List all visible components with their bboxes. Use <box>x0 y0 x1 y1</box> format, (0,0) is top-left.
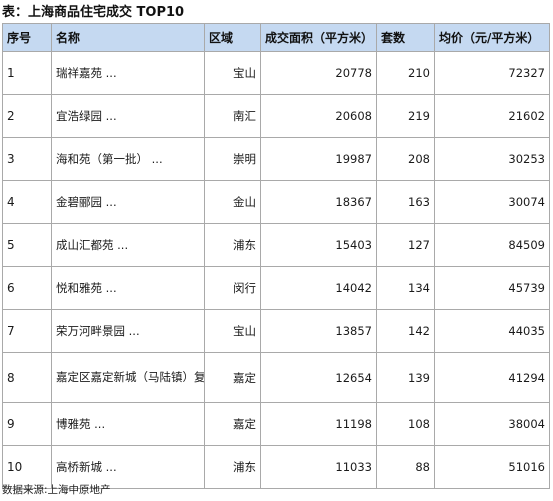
row-units: 163 <box>376 180 435 224</box>
top10-table: 序号 名称 区域 成交面积（平方米） 套数 均价（元/平方米） 1 瑞祥嘉苑 .… <box>2 23 550 489</box>
row-area: 11033 <box>260 445 377 489</box>
row-index: 4 <box>2 180 52 224</box>
table-row: 2 宜浩绿园 ... 南汇 20608 219 21602 <box>2 94 550 138</box>
row-units: 134 <box>376 266 435 310</box>
row-price: 51016 <box>434 445 550 489</box>
table-row: 8 嘉定区嘉定新城（马陆镇）复华园区 06-01 地块 ... 嘉定 12654… <box>2 352 550 403</box>
row-area: 18367 <box>260 180 377 224</box>
header-district: 区域 <box>204 23 261 52</box>
header-area: 成交面积（平方米） <box>260 23 377 52</box>
table-title: 表：上海商品住宅成交 TOP10 <box>2 5 185 20</box>
row-index: 7 <box>2 309 52 353</box>
header-row: 序号 名称 区域 成交面积（平方米） 套数 均价（元/平方米） <box>2 23 550 52</box>
row-index: 1 <box>2 51 52 95</box>
row-price: 84509 <box>434 223 550 267</box>
row-price: 38004 <box>434 402 550 446</box>
row-district: 浦东 <box>204 223 261 267</box>
row-index: 5 <box>2 223 52 267</box>
table-row: 9 博雅苑 ... 嘉定 11198 108 38004 <box>2 402 550 446</box>
row-units: 210 <box>376 51 435 95</box>
row-district: 宝山 <box>204 309 261 353</box>
data-source-note: 数据来源:上海中原地产 <box>2 484 111 496</box>
row-district: 崇明 <box>204 137 261 181</box>
row-area: 20778 <box>260 51 377 95</box>
row-index: 8 <box>2 352 52 403</box>
row-area: 13857 <box>260 309 377 353</box>
row-name: 博雅苑 ... <box>51 402 205 446</box>
row-district: 嘉定 <box>204 352 261 403</box>
row-price: 45739 <box>434 266 550 310</box>
header-index: 序号 <box>2 23 52 52</box>
row-district: 闵行 <box>204 266 261 310</box>
row-index: 10 <box>2 445 52 489</box>
row-area: 12654 <box>260 352 377 403</box>
table-row: 10 高桥新城 ... 浦东 11033 88 51016 <box>2 445 550 489</box>
row-units: 142 <box>376 309 435 353</box>
row-units: 108 <box>376 402 435 446</box>
row-district: 宝山 <box>204 51 261 95</box>
header-price: 均价（元/平方米） <box>434 23 550 52</box>
row-units: 208 <box>376 137 435 181</box>
row-name: 荣万河畔景园 ... <box>51 309 205 353</box>
row-area: 19987 <box>260 137 377 181</box>
row-index: 3 <box>2 137 52 181</box>
row-name: 宜浩绿园 ... <box>51 94 205 138</box>
row-name: 瑞祥嘉苑 ... <box>51 51 205 95</box>
header-name: 名称 <box>51 23 205 52</box>
table-row: 5 成山汇都苑 ... 浦东 15403 127 84509 <box>2 223 550 267</box>
row-units: 139 <box>376 352 435 403</box>
row-price: 30074 <box>434 180 550 224</box>
row-area: 11198 <box>260 402 377 446</box>
row-name: 高桥新城 ... <box>51 445 205 489</box>
table-row: 3 海和苑（第一批） ... 崇明 19987 208 30253 <box>2 137 550 181</box>
table-row: 1 瑞祥嘉苑 ... 宝山 20778 210 72327 <box>2 51 550 95</box>
header-units: 套数 <box>376 23 435 52</box>
row-price: 72327 <box>434 51 550 95</box>
row-units: 127 <box>376 223 435 267</box>
row-price: 21602 <box>434 94 550 138</box>
row-price: 44035 <box>434 309 550 353</box>
row-name: 嘉定区嘉定新城（马陆镇）复华园区 06-01 地块 ... <box>51 352 205 403</box>
row-area: 14042 <box>260 266 377 310</box>
row-district: 南汇 <box>204 94 261 138</box>
row-area: 20608 <box>260 94 377 138</box>
row-area: 15403 <box>260 223 377 267</box>
row-price: 30253 <box>434 137 550 181</box>
row-name: 金碧郦园 ... <box>51 180 205 224</box>
row-price: 41294 <box>434 352 550 403</box>
row-name: 悦和雅苑 ... <box>51 266 205 310</box>
row-name: 海和苑（第一批） ... <box>51 137 205 181</box>
row-units: 88 <box>376 445 435 489</box>
row-district: 嘉定 <box>204 402 261 446</box>
row-index: 2 <box>2 94 52 138</box>
table-row: 7 荣万河畔景园 ... 宝山 13857 142 44035 <box>2 309 550 353</box>
row-index: 6 <box>2 266 52 310</box>
table-row: 4 金碧郦园 ... 金山 18367 163 30074 <box>2 180 550 224</box>
row-district: 浦东 <box>204 445 261 489</box>
row-units: 219 <box>376 94 435 138</box>
table-row: 6 悦和雅苑 ... 闵行 14042 134 45739 <box>2 266 550 310</box>
row-name: 成山汇都苑 ... <box>51 223 205 267</box>
row-district: 金山 <box>204 180 261 224</box>
row-index: 9 <box>2 402 52 446</box>
